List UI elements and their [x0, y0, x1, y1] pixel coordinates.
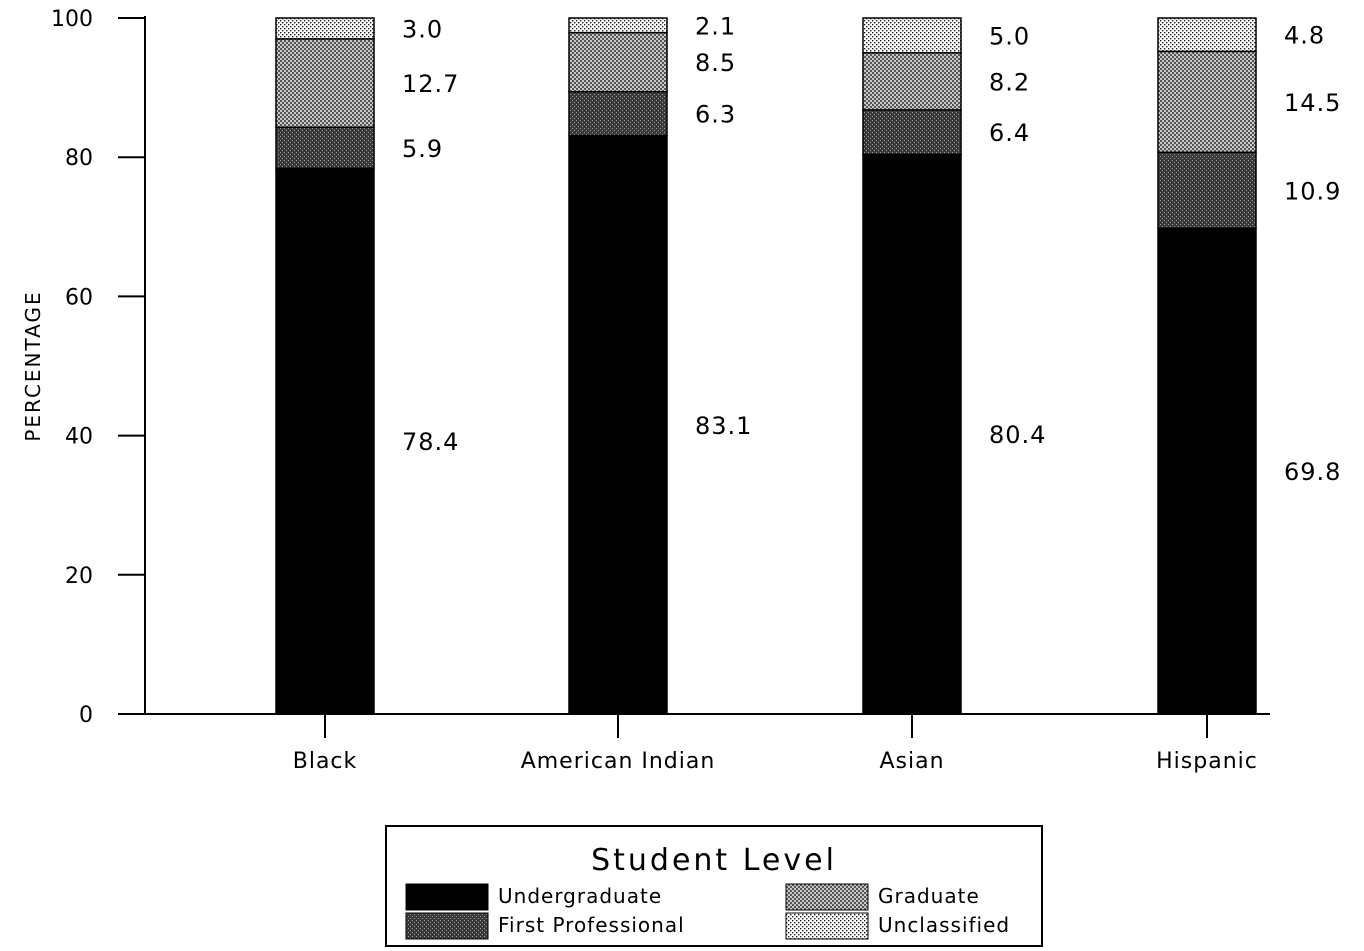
data-label: 69.8: [1284, 458, 1341, 486]
data-label: 6.4: [989, 119, 1030, 147]
legend-box: [385, 825, 1043, 947]
legend-label-first-professional: First Professional: [498, 913, 685, 937]
bar-segment-unclassified: [568, 17, 668, 34]
bar-segment-graduate: [275, 38, 375, 129]
y-axis-label: PERCENTAGE: [21, 290, 45, 441]
bar-segment-graduate: [568, 31, 668, 93]
y-tick-label: 0: [79, 703, 93, 728]
legend: Student Level Undergraduate Graduate Fir…: [385, 825, 1043, 947]
bar-segment-graduate: [862, 52, 962, 111]
legend-label-graduate: Graduate: [878, 884, 980, 908]
data-label: 8.5: [695, 49, 736, 77]
legend-label-undergraduate: Undergraduate: [498, 884, 662, 908]
x-tick-label: Hispanic: [1156, 749, 1258, 774]
legend-label-unclassified: Unclassified: [878, 913, 1010, 937]
data-label: 83.1: [695, 412, 752, 440]
x-tick-label: Asian: [879, 749, 944, 774]
x-tick-label: Black: [293, 749, 358, 774]
y-axis-ticks: 0 20 40 60 80 100: [51, 7, 145, 728]
y-tick-label: 80: [65, 146, 93, 171]
bar-segment-unclassified: [862, 17, 962, 54]
bar-segment-undergraduate: [568, 134, 668, 715]
bar-segment-first-professional: [862, 109, 962, 156]
bar-segment-undergraduate: [1157, 227, 1257, 715]
y-tick-label: 20: [65, 564, 93, 589]
data-label: 5.0: [989, 22, 1030, 50]
legend-swatch-first-professional: [405, 912, 489, 940]
data-label: 5.9: [402, 135, 443, 163]
legend-swatch-unclassified: [785, 912, 869, 940]
y-tick-label: 40: [65, 425, 93, 450]
legend-title: Student Level: [591, 843, 837, 878]
bar-segment-unclassified: [275, 17, 375, 40]
data-label: 4.8: [1284, 22, 1325, 50]
x-tick-label: American Indian: [521, 749, 716, 774]
bars: [275, 17, 1257, 715]
y-tick-label: 60: [65, 285, 93, 310]
bar-segment-undergraduate: [275, 167, 375, 715]
bar-segment-undergraduate: [862, 153, 962, 715]
data-label: 8.2: [989, 68, 1030, 96]
y-tick-label: 100: [51, 7, 93, 32]
bar-segment-unclassified: [1157, 17, 1257, 53]
bar-segment-first-professional: [275, 126, 375, 170]
legend-swatch-undergraduate: [405, 883, 489, 911]
data-label: 2.1: [695, 12, 736, 40]
legend-swatch-graduate: [785, 883, 869, 911]
data-label: 80.4: [989, 421, 1046, 449]
bar-segment-first-professional: [568, 91, 668, 137]
data-labels: 78.4 5.9 12.7 3.0 83.1 6.3 8.5 2.1 80.4 6.4 8.2 5.0…: [402, 12, 1341, 486]
data-label: 14.5: [1284, 89, 1341, 117]
bar-segment-graduate: [1157, 50, 1257, 154]
x-axis-ticks: Black American Indian Asian Hispanic: [293, 714, 1258, 774]
bar-segment-first-professional: [1157, 151, 1257, 229]
data-label: 12.7: [402, 70, 459, 98]
data-label: 6.3: [695, 101, 736, 129]
data-label: 78.4: [402, 428, 459, 456]
data-label: 3.0: [402, 15, 443, 43]
data-label: 10.9: [1284, 177, 1341, 205]
